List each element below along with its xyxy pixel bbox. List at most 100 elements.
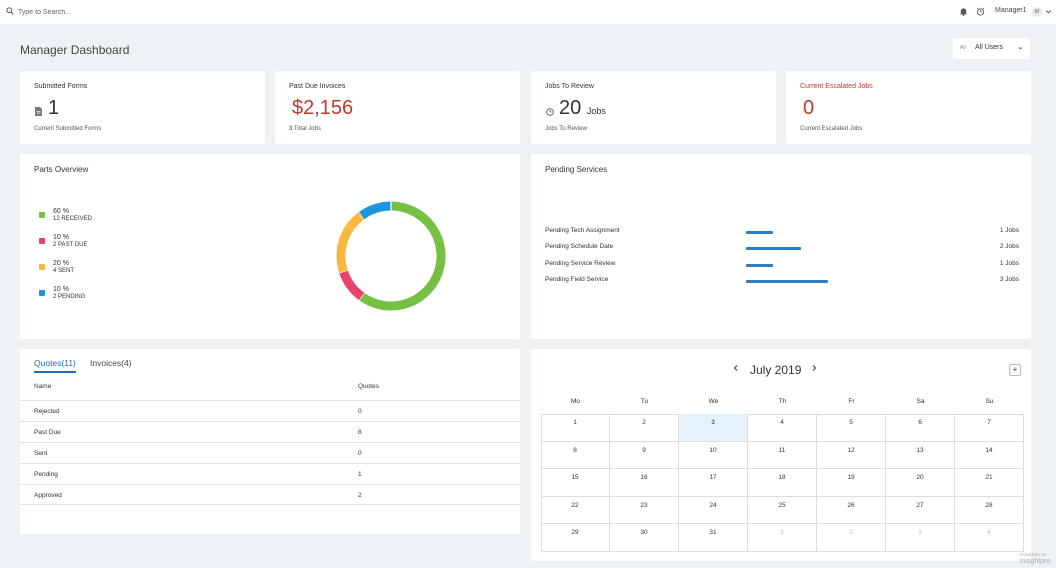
donut-slice-pending[interactable] [358,201,392,220]
pending-service-count: 1 Jobs [999,227,1019,234]
stat-value-number: 20 [559,97,582,119]
stat-title: Past Due Invoices [289,83,346,90]
row-name: Pending [34,471,58,478]
calendar-day-cell[interactable]: 18 [748,469,817,497]
calendar-day-cell[interactable]: 11 [748,441,817,470]
calendar-day-cell[interactable]: 26 [817,496,886,525]
table-row[interactable]: Rejected 0 [20,400,520,421]
calendar-day-cell[interactable]: 23 [610,496,679,525]
pending-service-row[interactable]: Pending Service Review 1 Jobs [545,260,1019,270]
table-row[interactable]: Pending 1 [20,463,520,484]
calendar-day-cell[interactable]: 28 [955,496,1024,525]
calendar-day-cell[interactable]: 2 [817,524,886,552]
day-of-week-label: Fr [848,398,855,405]
row-name: Sent [34,450,48,457]
document-icon [35,107,42,116]
pending-service-bar [746,231,774,234]
calendar-day-cell[interactable]: 15 [541,469,610,497]
pending-service-count: 1 Jobs [999,260,1019,267]
legend-swatch [39,238,45,244]
calendar-day-cell[interactable]: 5 [817,414,886,442]
pending-service-row[interactable]: Pending Field Service 3 Jobs [545,276,1019,286]
search-input[interactable] [18,6,318,18]
calendar-day-cell[interactable]: 14 [955,441,1024,470]
calendar-day-cell[interactable]: 1 [541,414,610,442]
calendar-day-cell[interactable]: 10 [679,441,748,470]
stat-card-submitted-forms[interactable]: Submitted Forms 1 Current Submitted Form… [20,71,265,144]
stat-card-jobs-to-review[interactable]: Jobs To Review 20 Jobs Jobs To Review [531,71,776,144]
day-of-week-label: Su [985,398,994,405]
bell-icon[interactable] [959,7,968,16]
row-name: Past Due [34,429,61,436]
legend-percent: 20 % [53,260,69,267]
stat-subtitle-text: Total Jobs [293,126,321,132]
stat-value: $2,156 [292,97,354,119]
calendar-day-cell[interactable]: 27 [886,496,955,525]
calendar-day-cell[interactable]: 30 [610,524,679,552]
pending-service-row[interactable]: Pending Schedule Date 2 Jobs [545,243,1019,253]
day-of-week-label: Tu [640,398,649,405]
chevron-right-icon[interactable] [810,364,818,372]
calendar-day-cell[interactable]: 21 [955,469,1024,497]
calendar-day-cell[interactable]: 19 [817,469,886,497]
pending-service-label: Pending Service Review [545,260,616,267]
table-row[interactable]: Past Due 8 [20,421,520,442]
tab-quotes[interactable]: Quotes(11) [34,358,76,373]
table-row[interactable]: Sent 0 [20,442,520,463]
pending-service-row[interactable]: Pending Tech Assignment 1 Jobs [545,227,1019,237]
section-title: Parts Overview [34,165,89,174]
clock-icon [546,108,554,116]
pending-services-panel: Pending Services Pending Tech Assignment… [531,154,1031,339]
calendar-day-cell[interactable]: 24 [679,496,748,525]
calendar-day-cell[interactable]: 2 [610,414,679,442]
calendar-day-cell[interactable]: 12 [817,441,886,470]
calendar-day-cell[interactable]: 4 [955,524,1024,552]
parts-overview-panel: Parts Overview 60 % 12 RECEIVED 10 % 2 P… [20,154,520,339]
calendar-day-cell[interactable]: 9 [610,441,679,470]
calendar-day-cell[interactable]: 1 [748,524,817,552]
calendar-day-cell[interactable]: 31 [679,524,748,552]
stat-subtitle: 3 Total Jobs [289,126,321,132]
user-name[interactable]: Manager1 [995,7,1027,14]
pending-service-count: 3 Jobs [999,276,1019,283]
calendar-day-cell[interactable]: 4 [748,414,817,442]
donut-slice-received[interactable] [358,201,446,311]
powered-by-text: POWERED BY [1020,553,1047,557]
calendar-day-cell[interactable]: 3 [886,524,955,552]
chevron-down-icon[interactable] [1045,8,1052,15]
tab-invoices[interactable]: Invoices(4) [90,358,132,368]
donut-slice-sent[interactable] [336,211,365,273]
add-event-button[interactable]: + [1009,364,1021,376]
parts-donut-chart[interactable] [332,197,450,315]
chevron-left-icon[interactable] [732,364,740,372]
calendar-day-cell[interactable]: 22 [541,496,610,525]
calendar-day-cell[interactable]: 29 [541,524,610,552]
pending-service-label: Pending Tech Assignment [545,227,620,234]
calendar-day-cell[interactable]: 20 [886,469,955,497]
quotes-panel: Quotes(11) Invoices(4) Name Quotes Rejec… [20,349,520,534]
row-quotes: 0 [358,450,362,457]
calendar-day-cell[interactable]: 6 [886,414,955,442]
table-row[interactable]: Approved 2 [20,484,520,505]
user-filter-select[interactable]: AV All Users [953,38,1030,59]
legend-swatch [39,264,45,270]
calendar-day-cell[interactable]: 25 [748,496,817,525]
stat-card-past-due-invoices[interactable]: Past Due Invoices $2,156 3 Total Jobs [275,71,520,144]
day-of-week-label: Mo [570,398,581,405]
calendar-day-cell[interactable]: 3 [679,414,748,442]
avatar[interactable]: M [1032,7,1042,17]
column-header-quotes[interactable]: Quotes [358,383,379,390]
column-header-name[interactable]: Name [34,383,52,390]
alarm-clock-icon[interactable] [976,7,985,16]
calendar-day-cell[interactable]: 7 [955,414,1024,442]
search-icon [6,7,14,15]
donut-slice-past-due[interactable] [339,269,365,301]
calendar-day-cell[interactable]: 8 [541,441,610,470]
stat-title: Submitted Forms [34,83,88,90]
stat-title: Current Escalated Jobs [800,83,873,90]
stat-card-escalated-jobs[interactable]: Current Escalated Jobs 0 Current Escalat… [786,71,1031,144]
calendar-day-cell[interactable]: 17 [679,469,748,497]
calendar-day-cell[interactable]: 13 [886,441,955,470]
calendar-day-cell[interactable]: 16 [610,469,679,497]
